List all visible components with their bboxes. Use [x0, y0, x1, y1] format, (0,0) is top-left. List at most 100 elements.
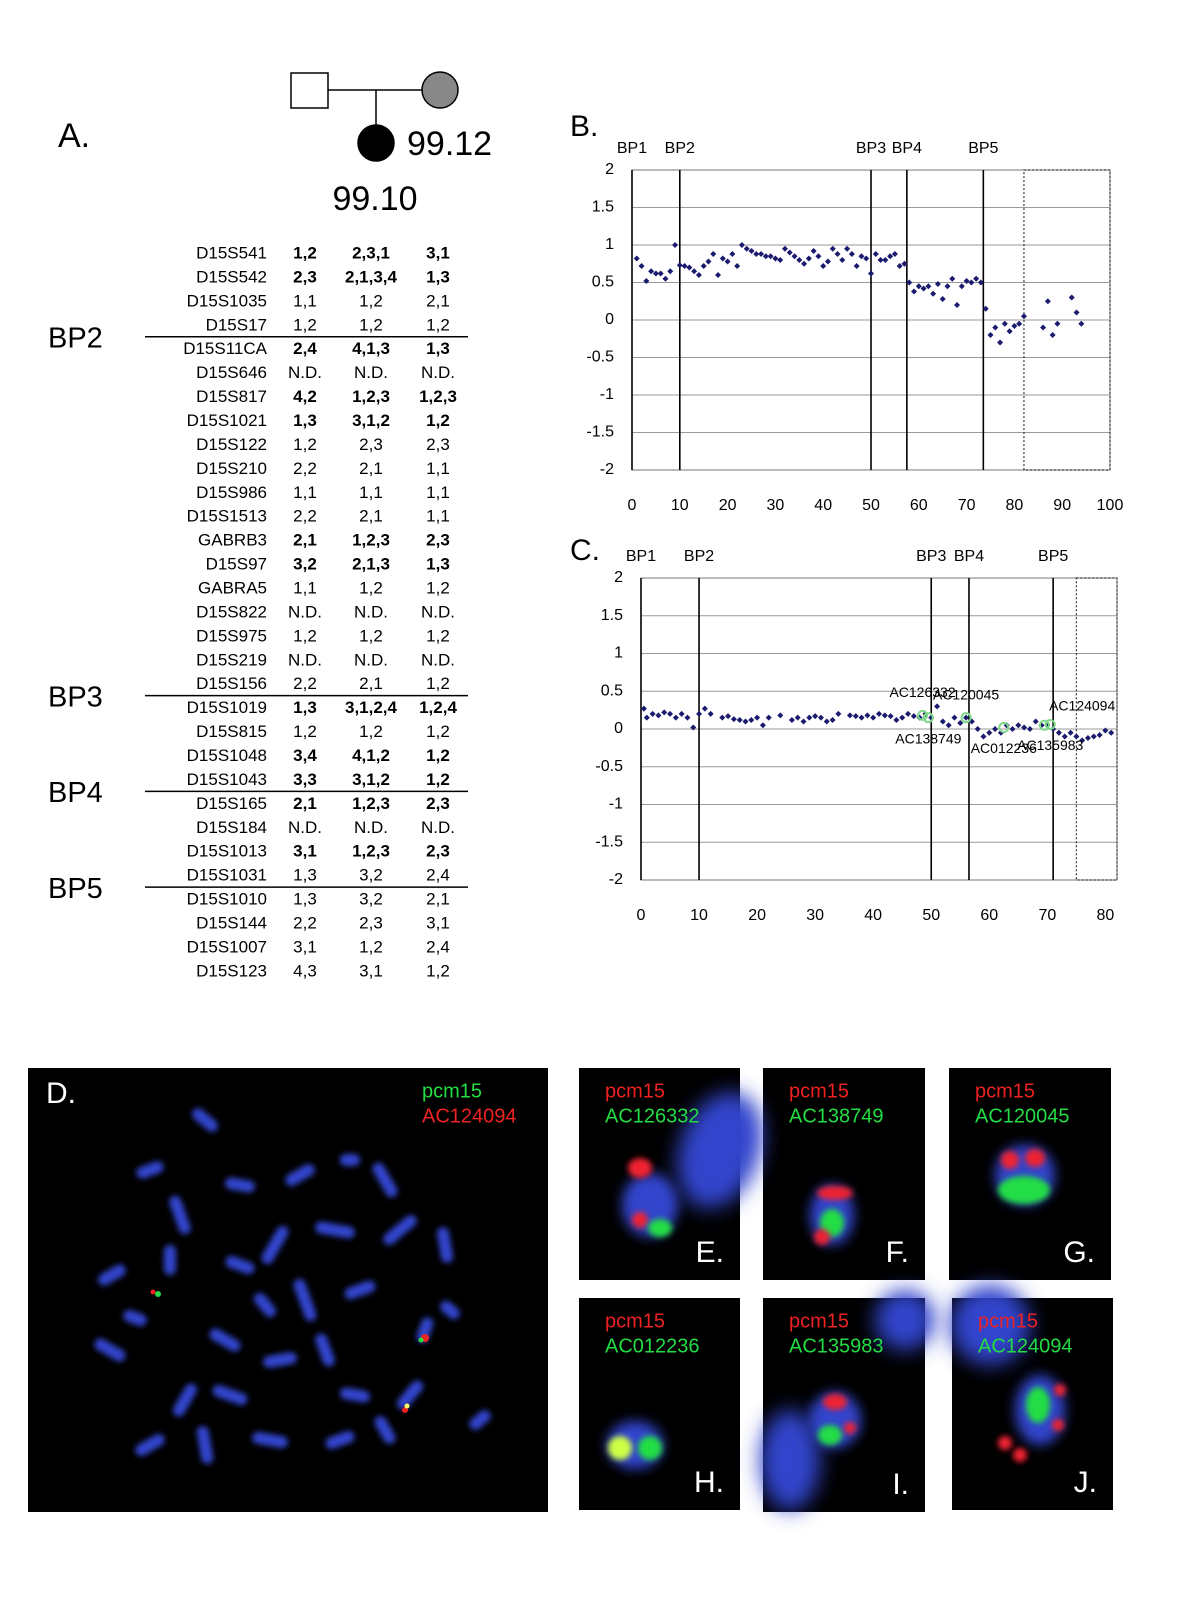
- allele-cell: 3,1: [426, 914, 450, 933]
- chromosome: [164, 1245, 176, 1275]
- data-point: [715, 272, 722, 278]
- chromosome: [135, 1434, 165, 1456]
- marker-name: D15S1013: [187, 842, 267, 861]
- y-tick-label: 0.5: [601, 682, 623, 699]
- allele-cell: 1,2: [426, 315, 450, 334]
- fluorescent-signal: [818, 1425, 842, 1445]
- data-point: [800, 718, 807, 725]
- data-point: [661, 709, 668, 716]
- allele-cell: 2,3: [426, 842, 450, 861]
- marker-name: D15S1031: [187, 866, 267, 885]
- fluorescent-signal: [823, 1394, 847, 1410]
- data-point: [852, 713, 859, 720]
- allele-cell: 1,2: [293, 722, 317, 741]
- x-tick-label: 10: [690, 907, 708, 924]
- fluorescent-signal: [1025, 1149, 1045, 1167]
- x-tick-label: 100: [1097, 497, 1124, 514]
- fluorescent-signal: [1026, 1387, 1050, 1423]
- allele-cell: 4,2: [293, 387, 317, 406]
- mother-symbol: [421, 71, 459, 109]
- fluorescent-signal: [677, 1091, 763, 1209]
- allele-cell: 2,3,1: [352, 243, 390, 262]
- allele-cell: 4,3: [293, 961, 317, 980]
- allele-cell: 3,1,2: [352, 770, 390, 789]
- data-point: [777, 712, 784, 719]
- data-point: [638, 263, 645, 269]
- allele-cell: 2,3: [359, 435, 383, 454]
- allele-cell: N.D.: [421, 363, 455, 382]
- allele-cell: N.D.: [354, 602, 388, 621]
- allele-cell: N.D.: [421, 818, 455, 837]
- data-point: [815, 253, 822, 260]
- probe-label: AC124094: [978, 1335, 1073, 1357]
- child-id: 99.10: [332, 180, 417, 218]
- breakpoint-label: BP1: [617, 140, 647, 157]
- data-point: [974, 726, 981, 732]
- data-point: [997, 339, 1004, 346]
- chromosome: [261, 1226, 289, 1264]
- x-tick-label: 0: [628, 497, 637, 514]
- data-point: [1006, 328, 1013, 335]
- allele-cell: 2,1,3: [352, 555, 390, 574]
- allele-cell: N.D.: [288, 650, 322, 669]
- allele-cell: 1,2: [293, 315, 317, 334]
- breakpoint-label: BP3: [856, 140, 886, 157]
- y-tick-label: 0.5: [592, 274, 614, 291]
- marker-name: D15S144: [196, 914, 267, 933]
- data-point: [738, 242, 745, 248]
- fluorescent-signal: [875, 1290, 935, 1350]
- marker-name: D15S122: [196, 435, 267, 454]
- data-point: [887, 253, 894, 260]
- probe-label: AC124094: [422, 1105, 517, 1127]
- y-tick-label: -1.5: [586, 424, 614, 441]
- allele-cell: 2,3: [426, 435, 450, 454]
- data-point: [872, 251, 879, 257]
- highlight-point: [960, 712, 972, 724]
- allele-cell: N.D.: [421, 602, 455, 621]
- annotation: AC012236: [971, 740, 1037, 756]
- marker-name: D15S17: [206, 315, 267, 334]
- data-point: [876, 710, 882, 717]
- data-point: [767, 253, 774, 260]
- marker-name: D15S1043: [187, 770, 267, 789]
- chromosome: [383, 1215, 417, 1245]
- data-point: [1001, 320, 1008, 327]
- marker-name: D15S210: [196, 459, 267, 478]
- panel-label: A.: [58, 117, 90, 155]
- data-point: [1044, 298, 1051, 305]
- data-point: [1067, 729, 1074, 736]
- allele-cell: 3,1: [359, 961, 383, 980]
- data-point: [977, 279, 984, 286]
- y-tick-label: -1: [609, 796, 623, 813]
- chromosome: [173, 1383, 197, 1417]
- allele-cell: N.D.: [288, 602, 322, 621]
- data-point: [791, 253, 798, 260]
- allele-cell: 2,2: [293, 914, 317, 933]
- allele-cell: 1,2: [426, 579, 450, 598]
- data-point: [1015, 722, 1022, 729]
- data-point: [759, 722, 766, 729]
- allele-cell: 3,2: [359, 866, 383, 885]
- chromosome: [293, 1278, 317, 1322]
- allele-cell: 1,1: [359, 483, 383, 502]
- marker-name: D15S975: [196, 626, 267, 645]
- data-point: [729, 251, 736, 257]
- highlight-point: [1044, 718, 1056, 730]
- data-point: [963, 714, 970, 721]
- marker-name: D15S123: [196, 961, 267, 980]
- data-point: [743, 245, 750, 252]
- allele-cell: 1,2: [426, 770, 450, 789]
- data-point: [846, 712, 853, 719]
- data-point: [652, 270, 659, 277]
- data-point: [823, 718, 830, 725]
- allele-cell: 1,3: [293, 411, 317, 430]
- marker-name: D15S542: [196, 267, 267, 286]
- marker-name: D15S11CA: [183, 339, 267, 358]
- x-tick-label: 0: [637, 907, 646, 924]
- allele-cell: 1,2,3: [352, 842, 390, 861]
- allele-cell: 2,4: [426, 937, 450, 956]
- data-point: [896, 263, 903, 269]
- data-point: [748, 716, 755, 723]
- chromosome: [325, 1430, 355, 1450]
- data-point: [667, 710, 674, 717]
